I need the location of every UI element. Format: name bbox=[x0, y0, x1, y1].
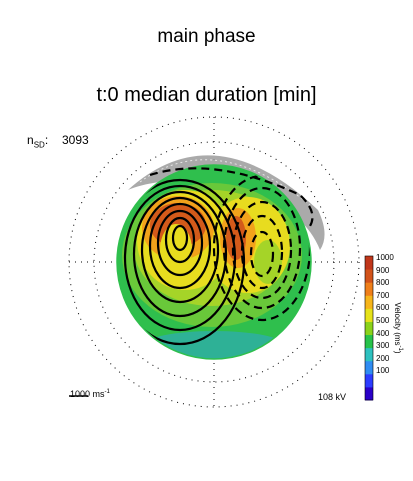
scale-label: 1000 ms-1 bbox=[70, 389, 110, 399]
colorbar-tick-label: 100 bbox=[376, 366, 390, 376]
scale-value: 1000 bbox=[70, 389, 91, 399]
page-title: main phase bbox=[157, 26, 256, 47]
scale-unit: ms bbox=[92, 389, 105, 399]
colorbar-segment bbox=[365, 321, 373, 336]
nsd-value: 3093 bbox=[62, 133, 89, 147]
solid-contours bbox=[117, 178, 246, 346]
colorbar-tick-label: 1000 bbox=[376, 253, 394, 262]
colorbar-tick-label: 400 bbox=[376, 328, 390, 338]
colorbar-segment bbox=[365, 347, 373, 362]
colorbar-tick-label: 600 bbox=[376, 303, 390, 313]
colorbar-title: Velocity (ms-1) bbox=[393, 302, 403, 353]
nsd-label-main: n bbox=[27, 133, 34, 147]
scale-unit-exp: -1 bbox=[104, 389, 110, 395]
outer-dashed-contour bbox=[149, 167, 314, 227]
colorbar bbox=[364, 255, 374, 401]
page-subtitle: t:0 median duration [min] bbox=[96, 84, 317, 106]
colorbar-segment bbox=[365, 295, 373, 309]
colorbar-tick-label: 300 bbox=[376, 341, 390, 351]
colorbar-segment bbox=[365, 282, 373, 296]
colorbar-tick-label: 500 bbox=[376, 316, 390, 325]
colorbar-segment bbox=[365, 360, 373, 375]
disc-outline bbox=[116, 164, 312, 360]
colorbar-segment bbox=[365, 386, 373, 401]
potential-label: 108 kV bbox=[318, 392, 347, 402]
colorbar-segment bbox=[365, 308, 373, 322]
colorbar-title-main: Velocity (ms bbox=[393, 302, 403, 346]
coverage-crescent-hatch bbox=[139, 159, 311, 206]
colorbar-segment bbox=[365, 269, 373, 283]
colorbar-segment bbox=[365, 256, 373, 270]
outer-latitude-ring bbox=[68, 116, 360, 408]
colorbar-tick-label: 800 bbox=[376, 278, 390, 288]
colorbar-segment bbox=[365, 373, 373, 388]
colorbar-tick-label: 900 bbox=[376, 265, 390, 275]
colorbar-title-close: ) bbox=[393, 350, 403, 354]
colorbar-tick-label: 200 bbox=[376, 353, 390, 363]
colorbar-frame bbox=[364, 255, 374, 401]
nsd-label: nSD: bbox=[27, 133, 49, 150]
nsd-label-sub: SD bbox=[33, 140, 45, 150]
colorbar-segment bbox=[365, 334, 373, 349]
colorbar-tick-label: 700 bbox=[376, 290, 390, 300]
